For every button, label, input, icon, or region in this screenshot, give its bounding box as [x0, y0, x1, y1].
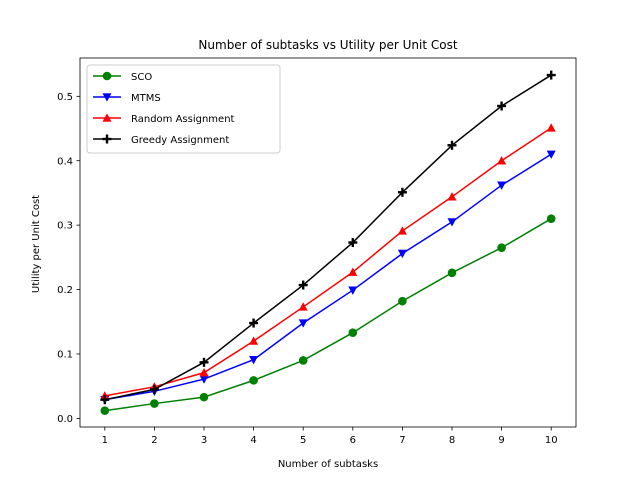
plot-area: 1 2 3 4 5 6 7 8 9 10 0.0 0.1 0.2 0.3 0.4 0.5: [57, 57, 577, 446]
data-point-0-8: [497, 243, 506, 252]
data-point-0-5: [348, 328, 358, 338]
data-point-0-1: [150, 399, 159, 408]
legend-box: [86, 64, 281, 154]
data-point-3-1: [149, 384, 159, 394]
y-tick-label: 0.0: [57, 414, 73, 425]
data-point-3-0: [100, 395, 110, 405]
x-tick-label: 2: [151, 435, 157, 446]
data-point-2-3: [249, 336, 259, 345]
data-point-3-5: [348, 238, 358, 248]
legend-marker-1: [102, 93, 112, 102]
data-point-0-6: [398, 296, 407, 306]
data-point-3-6: [397, 187, 407, 197]
data-point-0-7: [447, 268, 457, 278]
data-point-2-5: [348, 267, 358, 276]
y-tick-label: 0.3: [57, 221, 73, 232]
legend-marker-2: [102, 113, 112, 122]
legend-marker-3: [102, 134, 112, 144]
x-tick-label: 4: [250, 435, 256, 446]
y-tick-label: 0.2: [57, 285, 73, 296]
legend-label-0: SCO: [131, 72, 152, 83]
legend-label-3: Greedy Assignment: [131, 135, 229, 146]
data-point-1-4: [298, 319, 308, 328]
x-tick-label: 5: [300, 435, 306, 446]
data-point-2-2: [199, 368, 209, 377]
data-point-2-6: [397, 226, 407, 235]
data-point-0-0: [100, 406, 110, 415]
x-tick-label: 10: [545, 435, 558, 446]
x-axis-label: Number of subtasks: [278, 459, 378, 470]
series-line-1: [104, 153, 552, 401]
data-point-3-2: [199, 357, 209, 367]
data-point-3-8: [497, 101, 507, 111]
data-point-1-5: [348, 286, 358, 295]
legend-marker-0: [102, 71, 112, 81]
legend-label-2: Random Assignment: [131, 114, 235, 125]
data-point-3-3: [249, 318, 259, 328]
x-tick-label: 9: [498, 435, 504, 446]
data-point-3-9: [546, 70, 556, 80]
data-point-2-8: [497, 156, 507, 165]
data-point-0-3: [249, 376, 258, 385]
legend: SCO MTMS Random Assignment Greedy Assignmen…: [86, 64, 281, 154]
data-point-0-2: [199, 392, 209, 402]
x-tick-label: 6: [350, 435, 356, 446]
series-line-0: [104, 218, 552, 412]
data-point-1-7: [447, 218, 457, 227]
data-point-1-9: [546, 150, 556, 159]
data-point-2-7: [447, 192, 457, 201]
y-axis-label: Utility per Unit Cost: [31, 195, 42, 293]
x-tick-label: 7: [399, 435, 405, 446]
data-point-2-9: [546, 123, 556, 132]
series-line-3: [104, 74, 552, 401]
x-tick-label: 8: [449, 435, 455, 446]
data-point-2-4: [298, 302, 308, 311]
y-tick-label: 0.5: [57, 92, 73, 103]
series-line-2: [104, 127, 552, 397]
plot-frame: [79, 57, 577, 428]
legend-label-1: MTMS: [131, 93, 161, 104]
data-point-3-4: [298, 280, 308, 290]
data-point-0-9: [546, 214, 556, 224]
x-tick-label: 3: [201, 435, 207, 446]
y-tick-label: 0.4: [57, 156, 73, 167]
y-tick-label: 0.1: [57, 350, 73, 361]
data-point-3-7: [447, 140, 457, 150]
data-point-1-3: [249, 356, 259, 365]
x-tick-label: 1: [102, 435, 108, 446]
data-point-0-4: [298, 356, 308, 365]
data-point-1-8: [497, 181, 507, 190]
chart-title: Number of subtasks vs Utility per Unit C…: [198, 38, 457, 52]
data-point-1-6: [397, 249, 407, 259]
